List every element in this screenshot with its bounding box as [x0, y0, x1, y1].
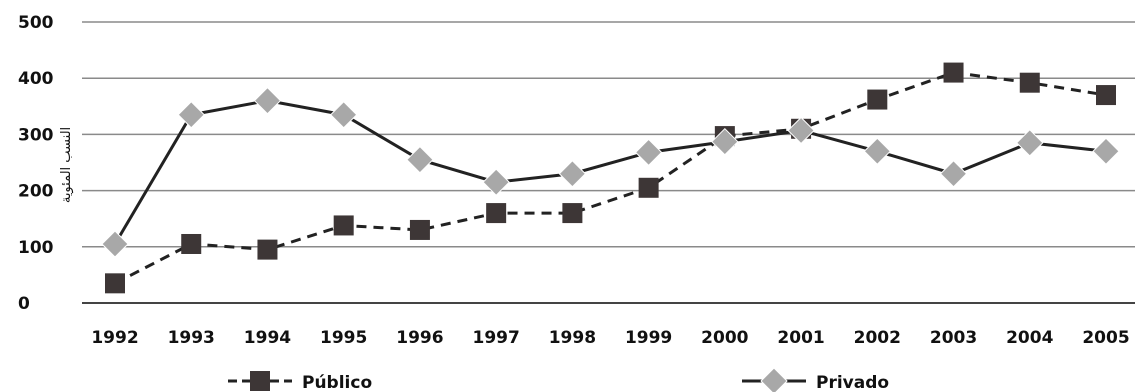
- data-point: [787, 116, 815, 145]
- x-tick-label: 2003: [930, 328, 977, 348]
- legend-item: Privado: [742, 367, 889, 392]
- legend-label: Privado: [816, 373, 889, 392]
- x-tick-label: 1999: [625, 328, 672, 348]
- series-line: [113, 99, 1107, 245]
- x-tick-label: 2000: [701, 328, 748, 348]
- data-point: [867, 89, 888, 110]
- y-tick-label: 300: [18, 125, 54, 145]
- x-tick-label: 1992: [91, 328, 138, 348]
- y-axis-ticks: 0 100 200 300 400 500: [18, 13, 54, 314]
- x-tick-label: 1997: [472, 328, 519, 348]
- data-point: [181, 233, 202, 254]
- series-layer: [101, 62, 1120, 294]
- x-tick-label: 2005: [1082, 328, 1129, 348]
- y-tick-label: 200: [18, 182, 54, 202]
- data-point: [634, 138, 663, 167]
- y-tick-label: 500: [18, 13, 54, 33]
- legend-label: Público: [302, 373, 372, 392]
- legend-marker: [760, 367, 788, 392]
- y-tick-label: 400: [18, 69, 54, 89]
- data-point: [105, 273, 125, 294]
- data-point: [1092, 137, 1120, 165]
- data-point: [1096, 85, 1116, 106]
- series-2: [101, 86, 1120, 258]
- x-tick-label: 1995: [320, 328, 367, 348]
- x-tick-label: 1998: [549, 328, 596, 348]
- data-point: [711, 127, 739, 156]
- series-1: [105, 62, 1116, 294]
- x-tick-label: 2001: [777, 328, 824, 348]
- data-point: [943, 62, 964, 83]
- data-point: [558, 160, 587, 188]
- x-tick-label: 1994: [244, 328, 291, 348]
- x-tick-label: 1996: [396, 328, 443, 348]
- y-tick-label: 100: [18, 238, 54, 258]
- x-tick-label: 2004: [1006, 328, 1053, 348]
- data-point: [409, 219, 430, 240]
- legend-item: Público: [228, 371, 372, 392]
- legend-marker: [250, 371, 270, 391]
- data-point: [562, 203, 583, 224]
- data-point: [253, 86, 282, 115]
- data-point: [257, 239, 278, 260]
- data-point: [333, 215, 354, 236]
- data-point: [101, 230, 129, 258]
- data-point: [939, 160, 968, 188]
- x-axis-ticks: 1992 1993 1994 1995 1996 1997 1998 1999 2000 2001…: [91, 328, 1129, 348]
- data-point: [1016, 129, 1044, 157]
- x-tick-label: 2002: [854, 328, 901, 348]
- data-point: [486, 203, 507, 224]
- data-point: [177, 101, 205, 129]
- legend: Público Privado: [228, 367, 889, 392]
- series-line: [114, 71, 1107, 285]
- data-point: [638, 177, 659, 198]
- data-point: [863, 137, 892, 165]
- data-point: [406, 145, 434, 174]
- y-tick-label: 0: [18, 294, 30, 314]
- data-point: [329, 101, 358, 129]
- y-axis-label: النسب المئوية: [59, 127, 74, 203]
- x-tick-label: 1993: [168, 328, 215, 348]
- data-point: [482, 168, 510, 196]
- data-point: [1019, 72, 1040, 93]
